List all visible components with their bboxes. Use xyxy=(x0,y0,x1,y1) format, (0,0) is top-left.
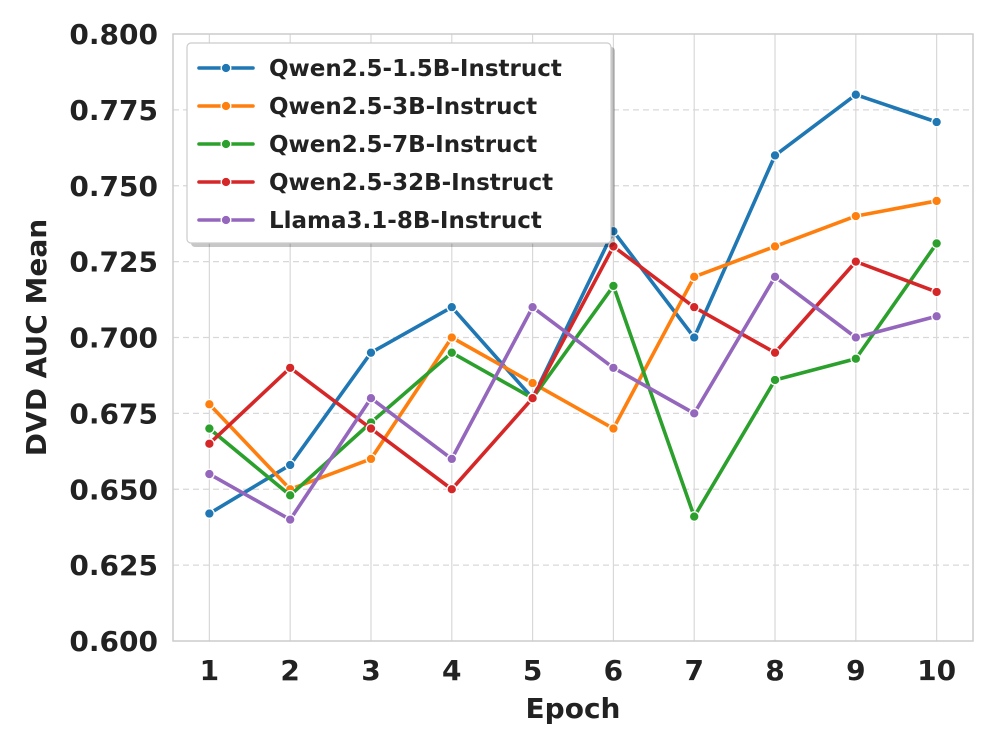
series-line xyxy=(207,92,939,516)
x-tick-label: 9 xyxy=(846,654,865,687)
data-point xyxy=(527,392,539,404)
y-tick-label: 0.750 xyxy=(69,170,158,203)
y-axis-ticks: 0.600 0.625 0.650 0.675 0.700 0.725 0.750 0.775… xyxy=(69,18,158,658)
series-Qwen2.5-1.5B-Instruct xyxy=(203,89,943,519)
legend-box xyxy=(186,42,612,244)
legend-entry: Qwen2.5-32B-Instruct xyxy=(197,170,553,196)
data-point xyxy=(203,468,215,480)
x-tick-label: 6 xyxy=(604,654,623,687)
legend-marker xyxy=(220,138,232,150)
x-tick-label: 10 xyxy=(917,654,956,687)
y-tick-label: 0.625 xyxy=(69,549,158,582)
y-tick-label: 0.650 xyxy=(69,473,158,506)
legend-label: Qwen2.5-32B-Instruct xyxy=(269,170,553,196)
data-point xyxy=(850,89,862,101)
data-point xyxy=(365,453,377,465)
legend-entry: Qwen2.5-7B-Instruct xyxy=(197,132,537,158)
data-point xyxy=(284,489,296,501)
data-point xyxy=(931,237,943,249)
data-point xyxy=(850,332,862,343)
data-point xyxy=(607,240,619,252)
data-point xyxy=(607,280,619,292)
y-tick-label: 0.725 xyxy=(69,246,158,279)
legend-label: Llama3.1-8B-Instruct xyxy=(269,208,542,234)
plot-frame xyxy=(172,33,974,642)
data-point xyxy=(284,362,296,374)
data-point xyxy=(527,377,539,389)
x-axis-ticks: 1 2 3 4 5 6 7 8 9 10 xyxy=(200,654,956,687)
x-tick-label: 3 xyxy=(361,654,380,687)
y-tick-label: 0.675 xyxy=(69,397,158,430)
x-tick-label: 4 xyxy=(442,654,461,687)
series-Llama3.1-8B-Instruct xyxy=(203,271,943,526)
data-point xyxy=(931,310,943,322)
data-point xyxy=(688,301,700,313)
data-point xyxy=(446,301,458,313)
legend-entry: Llama3.1-8B-Instruct xyxy=(197,208,542,234)
series-Qwen2.5-3B-Instruct xyxy=(203,195,943,495)
y-tick-label: 0.800 xyxy=(69,18,158,51)
series-Qwen2.5-32B-Instruct xyxy=(203,240,943,495)
y-tick-label: 0.775 xyxy=(69,94,158,127)
y-tick-label: 0.600 xyxy=(69,625,158,658)
data-point xyxy=(769,374,781,386)
data-point xyxy=(446,483,458,495)
legend-entry: Qwen2.5-1.5B-Instruct xyxy=(197,56,562,82)
data-point xyxy=(688,332,700,343)
legend-label: Qwen2.5-7B-Instruct xyxy=(269,132,537,158)
legend: Qwen2.5-1.5B-Instruct Qwen2.5-3B-Instruct… xyxy=(186,42,615,247)
data-point xyxy=(688,407,700,419)
data-point xyxy=(527,301,539,313)
data-point xyxy=(850,256,862,268)
data-point xyxy=(931,286,943,298)
data-point xyxy=(931,116,943,128)
legend-marker xyxy=(220,100,232,112)
data-point xyxy=(850,353,862,365)
x-tick-label: 8 xyxy=(765,654,784,687)
x-tick-label: 5 xyxy=(523,654,542,687)
data-point xyxy=(769,149,781,161)
legend-marker xyxy=(220,214,232,226)
x-axis-label: Epoch xyxy=(526,692,621,725)
data-point xyxy=(203,508,215,519)
data-point xyxy=(769,347,781,359)
y-tick-label: 0.700 xyxy=(69,322,158,355)
data-point xyxy=(769,240,781,252)
series-lines xyxy=(203,89,943,526)
data-point xyxy=(931,195,943,207)
data-point xyxy=(688,271,700,283)
series-line xyxy=(207,274,939,522)
x-tick-label: 2 xyxy=(280,654,299,687)
x-tick-label: 7 xyxy=(684,654,703,687)
legend-marker xyxy=(220,62,232,74)
x-tick-label: 1 xyxy=(200,654,219,687)
data-point xyxy=(769,271,781,283)
data-point xyxy=(446,347,458,359)
data-point xyxy=(284,514,296,526)
series-line xyxy=(207,199,939,492)
legend-entry: Qwen2.5-3B-Instruct xyxy=(197,94,537,120)
data-point xyxy=(284,459,296,471)
y-axis-label: DVD AUC Mean xyxy=(20,219,53,456)
data-point xyxy=(446,332,458,343)
data-point xyxy=(203,423,215,435)
data-point xyxy=(850,210,862,222)
data-point xyxy=(446,453,458,465)
legend-label: Qwen2.5-3B-Instruct xyxy=(269,94,537,120)
data-point xyxy=(365,392,377,404)
legend-label: Qwen2.5-1.5B-Instruct xyxy=(269,56,562,82)
data-point xyxy=(203,398,215,410)
legend-marker xyxy=(220,176,232,188)
data-point xyxy=(203,438,215,450)
data-point xyxy=(607,362,619,374)
data-point xyxy=(365,347,377,359)
data-point xyxy=(688,511,700,523)
data-point xyxy=(607,423,619,435)
data-point xyxy=(365,423,377,435)
